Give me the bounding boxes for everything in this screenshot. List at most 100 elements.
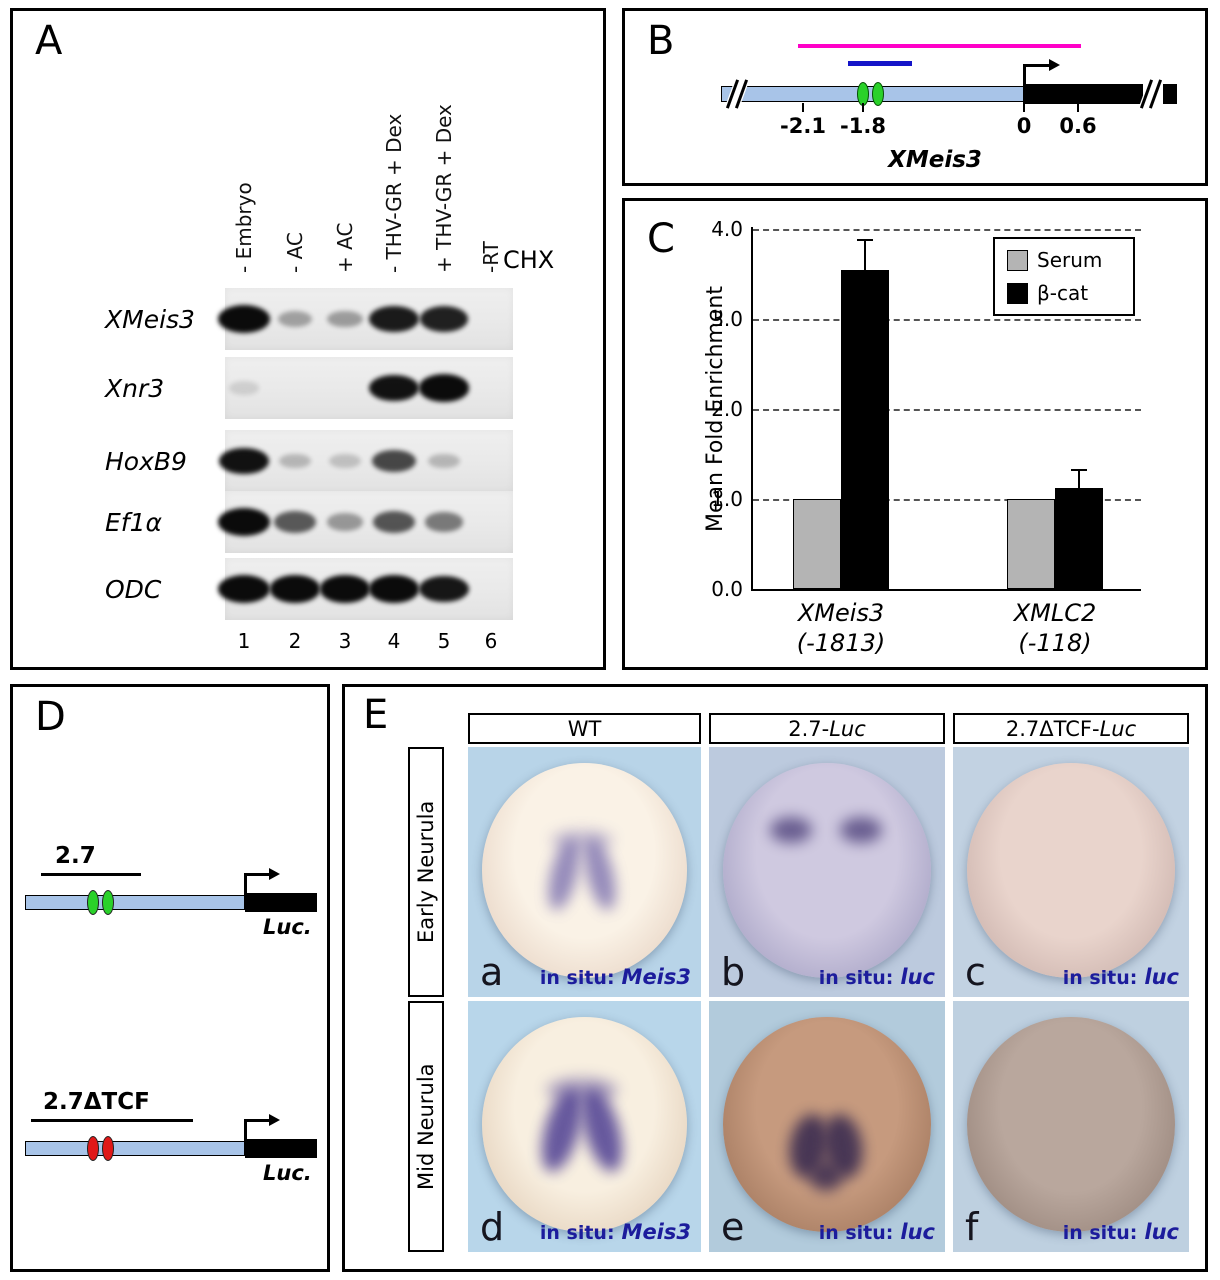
gel-lane-label: -RT [479,241,503,273]
stain-blob [839,817,882,843]
bar-end-segment [1163,84,1177,104]
gene-label: Xnr3 [105,373,165,403]
coordinate-tick-label: 0 [1016,114,1032,138]
panel-d-constructs: D 2.7 Luc. 2.7ΔTCF Luc. [10,684,330,1272]
x-axis-line [751,589,1141,591]
tss-arrowhead-icon [269,1114,280,1126]
tcf-site-icon [872,82,884,106]
mutated-tcf-site-icon [87,1136,99,1161]
insitu-probe: luc [900,1220,935,1244]
tcf-site-icon [87,890,99,915]
gel-band [427,453,461,469]
gel-lane-number: 4 [387,629,401,653]
error-bar-cap [1071,505,1087,508]
construct-name-underline [31,1119,193,1122]
y-tick-label: 2.0 [711,397,743,421]
gel-band [327,513,363,531]
coordinate-tick-label: 0.6 [1059,114,1097,138]
insitu-prefix: in situ: [1062,967,1138,989]
category-position-label: (-118) [1018,629,1092,657]
gel-band [419,575,469,603]
gel-band [419,306,469,332]
mutated-tcf-site-icon [102,1136,114,1161]
cell-letter: e [721,1205,745,1249]
gel-band [329,453,361,469]
probe-line [848,61,912,66]
gene-label: ODC [105,574,162,604]
gel-row: XMeis3 [13,288,603,350]
embryo-cell-d: d in situ: Meis3 [468,1001,701,1252]
panel-e-label: E [363,692,389,738]
construct-name-underline [41,873,141,876]
chip-amplicon-line [798,44,1081,48]
embryo-image [967,762,1175,978]
transcribed-region-bar [1023,84,1143,104]
gel-band [229,381,259,395]
construct-name-label: 2.7 [55,843,96,869]
insitu-probe: Meis3 [621,1220,691,1244]
insitu-caption: in situ: luc [1063,965,1179,989]
insitu-probe: luc [1144,965,1179,989]
column-header: 2.7- Luc [709,713,945,744]
gel-band [218,508,270,536]
error-bar [1078,470,1080,507]
column-header-text: 2.7- [788,716,830,741]
panel-a-label: A [35,18,63,64]
panel-d-label: D [35,694,66,740]
panel-b-promoter-map: B -2.1 -1.8 0 0.6 XMeis3 [622,8,1208,186]
embryo-cell-a: a in situ: Meis3 [468,747,701,997]
legend-swatch [1007,249,1028,271]
embryo-image [481,1016,687,1233]
reporter-label: Luc. [263,1161,312,1185]
gel-strip [218,558,513,620]
gel-band [418,374,470,402]
embryo-image [723,1016,931,1233]
row-header: Mid Neurula [408,1001,444,1252]
tss-arrow [1023,64,1050,67]
gel-lane-label: - AC [283,232,307,273]
gel-band [218,305,270,333]
legend-swatch [1007,282,1028,304]
reporter-label: Luc. [263,915,312,939]
y-tick-label: 3.0 [711,307,743,331]
insitu-prefix: in situ: [539,1222,615,1244]
gel-band [371,449,417,473]
insitu-probe: luc [900,965,935,989]
embryo-image [967,1016,1175,1233]
gel-lane-number: 2 [288,629,302,653]
gel-band [277,310,313,328]
stain-blob [808,1161,843,1192]
panel-a-rtpcr: A - Embryo - AC + AC - THV-GR + Dex + THV-GR… [10,8,606,670]
panel-e-insitu-grid: E WT 2.7- Luc 2.7ΔTCF- Luc Early Neurula Mid N… [342,684,1208,1272]
luciferase-bar [245,1139,317,1158]
gel-lane-label: - Embryo [232,182,256,273]
tss-arrowhead-icon [269,868,280,880]
cell-letter: b [721,950,746,994]
cell-letter: c [965,950,986,994]
gene-name-label: XMeis3 [888,147,982,173]
column-header: WT [468,713,701,744]
gene-label: Ef1α [105,507,162,537]
legend-label: Serum [1037,248,1103,272]
cell-letter: d [480,1205,505,1249]
luciferase-bar [245,893,317,912]
y-axis-line [751,227,753,591]
gel-row: ODC [13,558,603,620]
coordinate-tick [802,103,804,112]
gel-strip [218,430,513,492]
y-tick-label: 4.0 [711,217,743,241]
gel-band [319,575,371,603]
construct-2-7-delta-tcf: 2.7ΔTCF Luc. [13,1089,327,1199]
column-header-italic: Luc [1099,716,1137,741]
embryo-cell-e: e in situ: luc [709,1001,945,1252]
tss-arrow [244,1119,247,1143]
gridline [753,409,1141,411]
column-header-text: WT [567,716,602,741]
gridline [753,499,1141,501]
gene-label: HoxB9 [105,446,187,476]
tss-arrowhead-icon [1049,59,1060,71]
stain-blob [769,817,812,843]
chx-treatment-label: CHX [503,246,555,274]
gel-band [372,511,416,533]
tss-arrow [1023,64,1026,86]
